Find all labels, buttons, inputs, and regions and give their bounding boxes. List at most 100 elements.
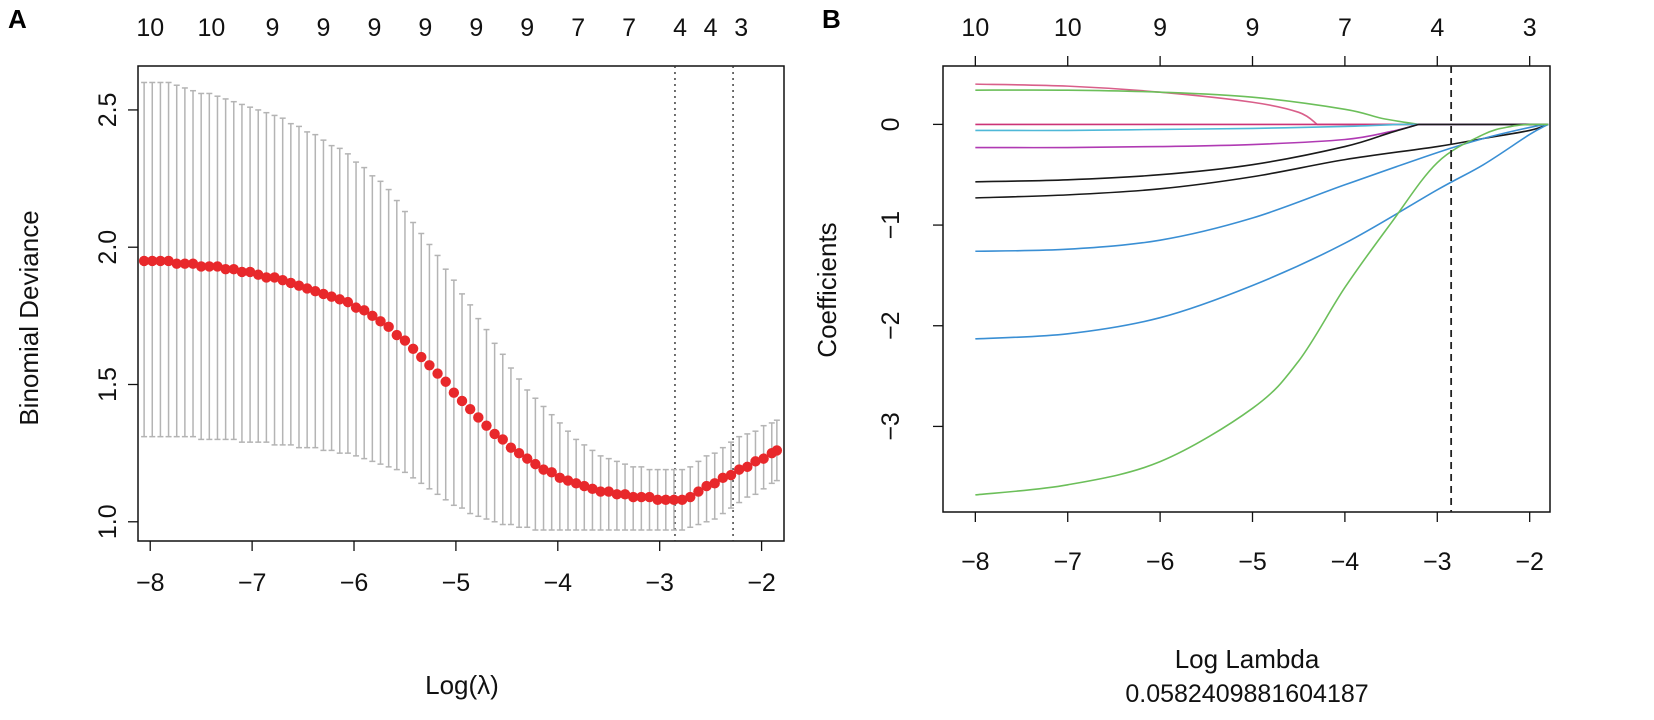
panel-a-x-title: Log(λ) <box>425 670 499 700</box>
deviance-point <box>195 261 207 272</box>
top-count-label: 3 <box>1523 14 1537 42</box>
top-count-label: 9 <box>418 14 432 42</box>
deviance-point <box>701 480 712 492</box>
deviance-point <box>334 294 345 305</box>
deviance-point <box>326 291 337 302</box>
deviance-point <box>505 442 517 453</box>
y-tick-label: 2.0 <box>94 230 122 265</box>
top-count-label: 9 <box>316 14 330 42</box>
deviance-point <box>644 491 655 503</box>
deviance-point <box>685 491 696 503</box>
top-count-label: 10 <box>1054 14 1082 42</box>
deviance-point <box>636 491 647 503</box>
deviance-point <box>750 456 761 467</box>
deviance-point <box>163 255 174 267</box>
panel-a-y-title: Binomial Deviance <box>14 210 44 425</box>
panel-a-x-axis: −8 −7 −6 −5 −4 −3 −2 <box>136 541 776 597</box>
x-tick-label: −3 <box>1423 548 1452 576</box>
deviance-point <box>359 305 370 316</box>
deviance-point <box>570 478 582 489</box>
deviance-point <box>513 447 525 459</box>
deviance-point <box>489 428 500 440</box>
deviance-point <box>416 351 427 363</box>
deviance-point <box>693 486 704 497</box>
deviance-point <box>440 376 451 387</box>
x-tick-label: −2 <box>1515 548 1544 576</box>
top-count-label: 10 <box>136 14 164 42</box>
deviance-point <box>717 472 729 484</box>
y-tick-label: −2 <box>877 311 905 340</box>
top-count-label: 7 <box>1338 14 1352 42</box>
deviance-point <box>538 464 549 475</box>
x-tick-label: −6 <box>1146 548 1175 576</box>
x-tick-label: −5 <box>442 569 471 597</box>
panel-label-b: B <box>822 4 841 34</box>
deviance-point <box>473 412 484 423</box>
x-tick-label: −8 <box>961 548 990 576</box>
deviance-point <box>220 263 231 275</box>
deviance-point <box>391 329 403 341</box>
top-count-label: 4 <box>1430 14 1444 42</box>
deviance-point <box>627 491 639 503</box>
deviance-point <box>758 453 769 464</box>
panel-b-x-subtitle: 0.0582409881604187 <box>1125 680 1368 708</box>
deviance-point <box>733 464 745 475</box>
deviance-point <box>448 387 460 398</box>
deviance-point <box>253 269 264 280</box>
deviance-point <box>619 489 631 500</box>
deviance-point <box>611 489 623 500</box>
deviance-point <box>285 277 297 289</box>
coefficient-path-coef_6 <box>975 123 1549 183</box>
deviance-point <box>383 321 394 333</box>
deviance-point <box>660 494 672 506</box>
panel-b-plot <box>942 65 1551 513</box>
x-tick-label: −4 <box>1331 548 1360 576</box>
panel-label-a: A <box>8 4 27 34</box>
deviance-point <box>587 483 598 495</box>
y-tick-label: 1.5 <box>94 367 122 402</box>
x-tick-label: −3 <box>645 569 674 597</box>
panel-b-x-title: Log Lambda <box>1175 644 1320 674</box>
top-count-label: 7 <box>571 14 585 42</box>
deviance-point <box>407 343 419 355</box>
deviance-point <box>497 434 508 445</box>
deviance-point <box>138 255 150 267</box>
deviance-point <box>742 461 753 473</box>
top-count-label: 7 <box>622 14 636 42</box>
deviance-point <box>554 472 566 484</box>
deviance-point <box>709 478 720 489</box>
deviance-point <box>204 261 215 272</box>
deviance-point <box>212 261 223 272</box>
deviance-point <box>652 494 663 506</box>
x-tick-label: −7 <box>238 569 267 597</box>
top-count-label: 9 <box>1246 14 1260 42</box>
x-tick-label: −7 <box>1053 548 1082 576</box>
deviance-point <box>318 288 329 300</box>
deviance-point <box>464 404 476 415</box>
deviance-point <box>562 475 574 486</box>
y-tick-label: 0 <box>877 117 905 131</box>
panel-a-plot <box>137 65 785 542</box>
deviance-point <box>310 285 321 297</box>
top-count-label: 4 <box>673 14 687 42</box>
deviance-point <box>367 310 378 322</box>
panel-b-y-axis: −3 −2 −1 0 <box>877 117 943 441</box>
panel-b-x-axis: −8 −7 −6 −5 −4 −3 −2 <box>961 512 1544 576</box>
deviance-point <box>228 263 239 275</box>
deviance-point <box>342 296 354 308</box>
coefficient-path-coef_10 <box>975 123 1549 496</box>
deviance-point <box>725 469 737 481</box>
deviance-point <box>668 494 680 506</box>
panel-b-top-axis: 10 10 9 9 7 4 3 <box>961 14 1537 66</box>
top-count-label: 10 <box>961 14 989 42</box>
deviance-point <box>277 274 288 286</box>
top-count-label: 9 <box>367 14 381 42</box>
deviance-point <box>522 453 533 464</box>
coefficient-path-coef_9 <box>975 123 1549 340</box>
top-count-label: 9 <box>266 14 280 42</box>
y-tick-label: 2.5 <box>94 93 122 128</box>
deviance-point <box>244 266 256 278</box>
deviance-point <box>375 316 386 327</box>
deviance-point <box>603 486 614 497</box>
